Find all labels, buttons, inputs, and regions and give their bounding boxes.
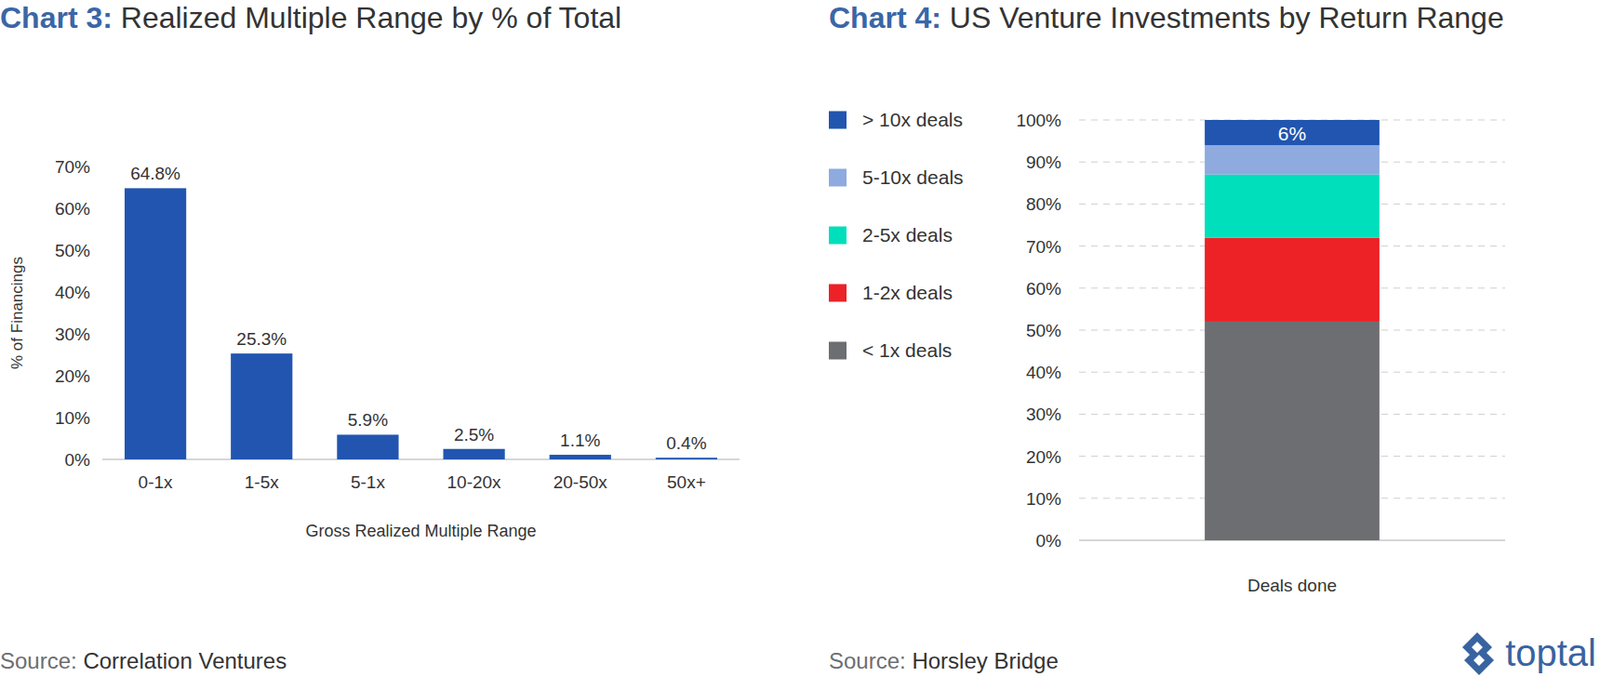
bar [230,353,293,460]
y-tick-label: 40% [54,282,91,303]
marks [1204,120,1380,541]
x-tick-label: Deals done [1247,575,1337,596]
y-tick-label: 80% [1026,194,1062,214]
bar [124,187,187,460]
chart-3: Chart 3: Realized Multiple Range by % of… [0,0,740,674]
bar [442,449,505,460]
title-prefix: Chart 4: [828,0,942,35]
y-tick-label: 0% [1036,531,1063,551]
bar-segment [1204,174,1380,239]
chart-4: Chart 4: US Venture Investments by Retur… [828,0,1506,674]
bar [549,454,612,460]
y-tick-label: 20% [1026,447,1062,467]
legend-label: 2-5x deals [862,224,953,246]
data-label: 5.9% [347,410,388,430]
x-tick-label: 1-5x [244,472,280,493]
source-prefix: Source: [828,648,907,674]
x-axis-label: Gross Realized Multiple Range [305,521,536,541]
y-tick-label: 60% [54,199,91,219]
legend-swatch [828,342,847,360]
y-tick-label: 50% [54,240,91,261]
logo-icon [1462,632,1494,676]
title-text: US Venture Investments by Return Range [941,0,1505,35]
legend-swatch [828,111,847,130]
title: Chart 3: Realized Multiple Range by % of… [0,0,622,35]
y-tick-label: 30% [1026,404,1062,425]
y-tick-label: 10% [54,408,91,428]
x-tick-label: 0-1x [138,472,174,493]
legend-label: < 1x deals [862,339,952,361]
y-tick-label: 10% [1026,489,1062,509]
x-tick-label: 10-20x [447,472,503,493]
bar-segment [1204,145,1380,175]
y-tick-label: 40% [1026,362,1062,383]
y-tick-label: 50% [1026,320,1062,341]
data-labels: 64.8% 25.3% 5.9% 2.5% 1.1% 0.4% [130,163,707,454]
legend: > 10x deals 5-10x deals 2-5x deals 1-2x dea… [828,108,964,361]
logo-text: toptal [1505,632,1597,674]
bar [336,434,399,460]
data-labels: 6% [1278,122,1307,145]
source: Source: Correlation Ventures [0,648,287,674]
data-label: 6% [1278,122,1307,145]
source: Source: Horsley Bridge [828,648,1059,674]
bar-segment [1204,238,1380,322]
legend-label: > 10x deals [862,108,963,131]
title-prefix: Chart 3: [0,0,113,35]
bar [655,457,718,460]
legend-swatch [828,284,847,303]
bar-segment [1204,321,1380,541]
source-text: Horsley Bridge [906,648,1059,674]
bar-segment [1204,120,1380,146]
marks [124,187,718,460]
y-axis-label: % of Financings [8,256,27,370]
data-label: 2.5% [453,425,494,445]
y-tick-label: 60% [1026,279,1062,299]
data-label: 64.8% [130,163,181,184]
y-tick-label: 70% [54,157,91,177]
y-tick-label: 90% [1026,152,1062,173]
y-tick-label: 70% [1026,237,1062,257]
logo: toptal [1462,632,1597,676]
legend-swatch [828,226,847,245]
x-tick-label: 50x+ [666,472,707,493]
source-text: Correlation Ventures [77,648,287,674]
y-tick-label: 100% [1015,110,1062,131]
data-label: 25.3% [236,329,287,349]
data-label: 1.1% [560,430,600,451]
logo-icon-inner [1471,641,1485,667]
title: Chart 4: US Venture Investments by Retur… [828,0,1505,35]
data-label: 0.4% [666,433,707,454]
legend-label: 1-2x deals [862,281,953,304]
x-axis-line [102,458,740,461]
x-tick-label: 5-1x [350,472,386,493]
source-prefix: Source: [0,648,78,674]
page: Chart 3: Realized Multiple Range by % of… [0,0,1600,677]
legend-swatch [828,169,847,187]
x-tick-label: 20-50x [553,472,609,493]
legend-label: 5-10x deals [862,166,964,188]
y-tick-label: 0% [65,450,92,470]
y-tick-label: 20% [54,366,91,387]
title-text: Realized Multiple Range by % of Total [112,0,622,35]
y-tick-label: 30% [54,324,91,345]
